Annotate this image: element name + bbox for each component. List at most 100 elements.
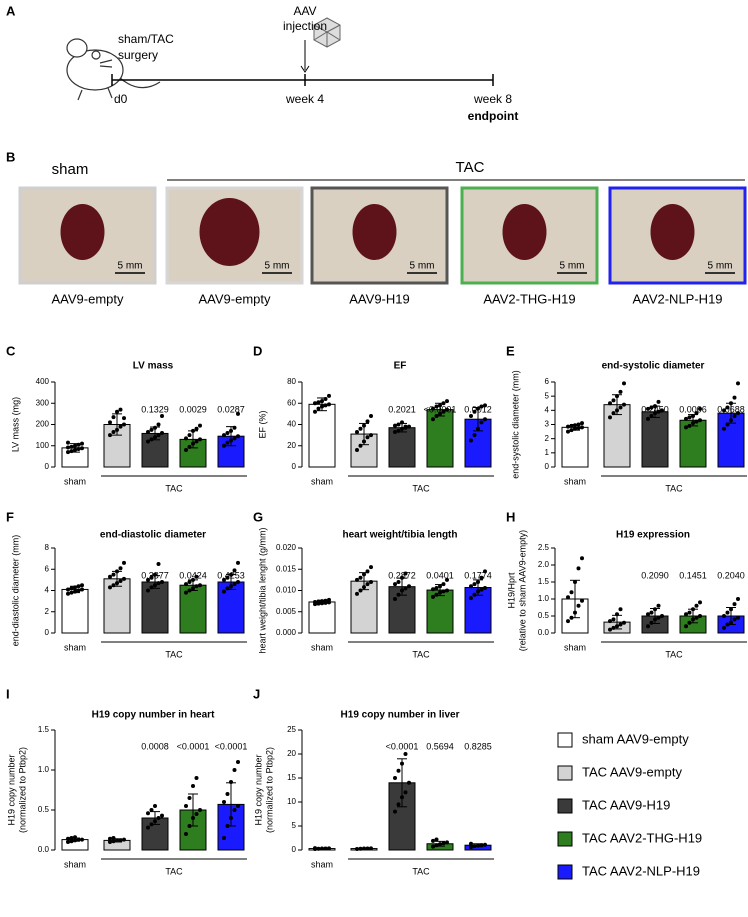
data-point: [407, 424, 411, 429]
data-point: [313, 846, 317, 851]
data-point: [146, 811, 150, 816]
data-point: [118, 838, 123, 843]
data-point: [434, 837, 439, 842]
photo-caption: AAV9-H19: [349, 291, 409, 306]
data-point: [156, 581, 161, 586]
group-label: TAC: [456, 159, 485, 176]
p-value: 0.2090: [641, 570, 669, 580]
data-point: [698, 600, 702, 605]
data-point: [122, 837, 126, 842]
data-point: [580, 421, 584, 426]
y-tick-label: 2: [45, 607, 50, 616]
y-tick-label: 0.0: [538, 628, 550, 637]
data-point: [184, 582, 188, 587]
data-point: [232, 568, 237, 573]
data-point: [618, 389, 623, 394]
data-point: [431, 406, 435, 411]
y-tick-label: 0: [45, 462, 50, 471]
data-point: [365, 419, 370, 424]
data-point: [236, 760, 240, 764]
data-point: [194, 426, 199, 431]
data-point: [66, 836, 70, 841]
legend-label: TAC AAV2-NLP-H19: [582, 863, 700, 878]
y-tick-label: 1.5: [38, 725, 50, 734]
y-tick-label: 10: [287, 797, 296, 806]
data-point: [646, 624, 650, 629]
data-point: [684, 425, 688, 430]
y-tick-label: 0.005: [276, 607, 297, 616]
data-point: [403, 571, 408, 576]
legend-swatch: [557, 798, 573, 814]
data-point: [66, 445, 70, 450]
data-point: [608, 619, 612, 624]
mouse-icon: [66, 38, 161, 101]
panel-label: B: [6, 149, 15, 164]
p-value: 0.0287: [217, 404, 245, 414]
data-point: [722, 625, 726, 630]
data-point: [725, 610, 730, 615]
heart: [352, 204, 397, 260]
x-group-label: TAC: [412, 649, 430, 659]
y-tick-label: 1.0: [538, 594, 550, 603]
y-axis-sublabel: (relative to sham AAV9-empty): [517, 530, 527, 651]
virus-facets: [313, 24, 341, 47]
data-point: [698, 418, 702, 423]
data-point: [327, 393, 331, 398]
chart-title: H19 copy number in liver: [341, 710, 460, 721]
data-point: [225, 792, 230, 796]
p-value: 0.1451: [679, 570, 707, 580]
data-point: [184, 804, 188, 808]
y-tick-label: 2: [545, 434, 550, 443]
data-point: [576, 603, 581, 608]
data-point: [313, 401, 317, 406]
y-tick-label: 4: [45, 586, 50, 595]
y-tick-label: 300: [36, 398, 50, 407]
x-group-label: sham: [64, 476, 86, 486]
data-point: [469, 414, 473, 418]
data-point: [646, 406, 650, 411]
photo-caption: AAV2-NLP-H19: [632, 291, 722, 306]
y-axis-sublabel: (normalized to Ptbp2): [17, 747, 27, 833]
data-point: [118, 424, 123, 429]
data-point: [736, 615, 740, 620]
data-point: [118, 566, 123, 571]
data-point: [187, 796, 192, 800]
data-point: [566, 595, 570, 600]
y-tick-label: 2.0: [538, 560, 550, 569]
legend-label: TAC AAV9-H19: [582, 797, 670, 812]
data-point: [369, 580, 373, 584]
data-point: [434, 592, 439, 597]
data-point: [580, 556, 584, 561]
data-point: [403, 752, 408, 756]
bar: [426, 589, 454, 634]
data-point: [445, 577, 449, 582]
data-point: [732, 414, 737, 418]
data-point: [187, 580, 192, 584]
data-point: [80, 583, 84, 588]
data-point: [149, 575, 154, 580]
chart-title: H19 expression: [616, 530, 690, 541]
data-point: [608, 627, 612, 632]
data-point: [222, 836, 226, 840]
data-point: [736, 597, 740, 601]
y-tick-label: 0: [292, 462, 297, 471]
data-point: [108, 574, 112, 579]
data-point: [722, 426, 726, 431]
p-value: 0.1329: [141, 404, 169, 414]
data-point: [687, 415, 692, 420]
data-point: [122, 560, 126, 565]
bar: [641, 411, 669, 468]
data-point: [194, 439, 199, 444]
data-point: [222, 443, 226, 448]
p-value: 0.0688: [717, 404, 745, 414]
x-group-label: TAC: [165, 866, 183, 876]
legend-swatch: [557, 765, 573, 781]
data-point: [80, 446, 84, 451]
y-axis-label: end-diastolic diameter (mm): [10, 535, 20, 647]
panel-label: A: [6, 3, 16, 18]
data-point: [149, 427, 154, 432]
p-value: 0.2040: [717, 570, 745, 580]
data-point: [146, 439, 150, 444]
